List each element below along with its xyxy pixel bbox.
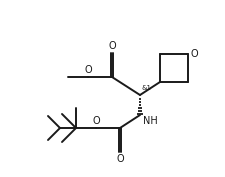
Text: O: O: [92, 116, 99, 126]
Text: O: O: [84, 65, 91, 75]
Text: O: O: [190, 49, 198, 59]
Text: O: O: [108, 41, 115, 51]
Text: NH: NH: [142, 116, 157, 126]
Text: O: O: [116, 154, 123, 164]
Text: &1: &1: [141, 85, 151, 91]
